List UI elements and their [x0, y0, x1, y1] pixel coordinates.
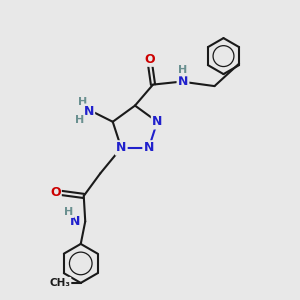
Text: H: H [64, 207, 74, 217]
Text: N: N [116, 141, 126, 154]
Text: H: H [178, 65, 188, 75]
Text: N: N [70, 215, 80, 228]
Text: N: N [178, 75, 188, 88]
Text: CH₃: CH₃ [49, 278, 70, 288]
Text: O: O [145, 52, 155, 66]
Text: H: H [78, 97, 87, 107]
Text: O: O [50, 186, 61, 200]
Text: N: N [144, 141, 154, 154]
Text: N: N [84, 105, 94, 118]
Text: N: N [152, 115, 162, 128]
Text: H: H [75, 115, 84, 125]
